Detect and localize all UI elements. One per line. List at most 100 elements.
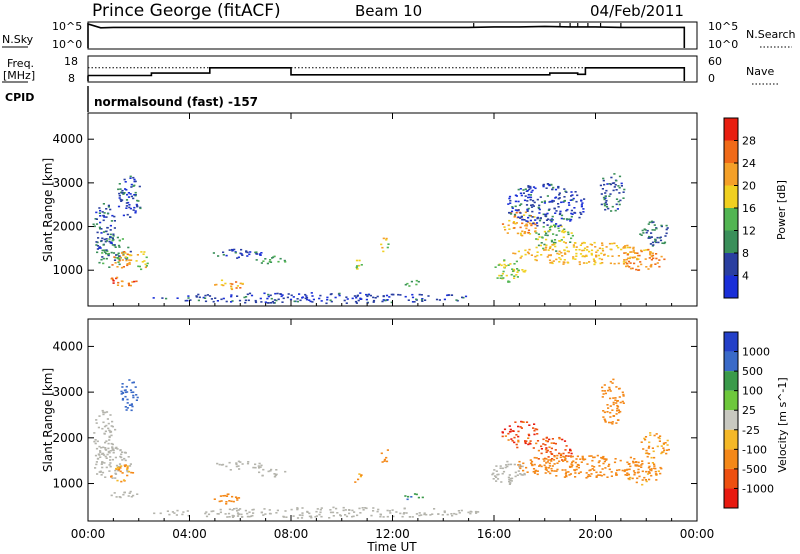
heatmap-cell: [645, 231, 648, 234]
heatmap-cell: [102, 454, 106, 456]
heatmap-cell: [308, 515, 311, 518]
heatmap-cell: [134, 210, 137, 212]
heatmap-cell: [497, 473, 500, 476]
heatmap-cell: [120, 200, 123, 202]
heatmap-cell: [260, 301, 263, 303]
heatmap-cell: [632, 460, 635, 463]
heatmap-cell: [516, 268, 519, 270]
heatmap-cell: [649, 432, 652, 434]
heatmap-cell: [235, 463, 238, 466]
heatmap-cell: [118, 463, 122, 465]
heatmap-cell: [357, 478, 360, 481]
heatmap-cell: [650, 468, 653, 470]
heatmap-cell: [115, 464, 119, 467]
heatmap-cell: [558, 257, 561, 259]
heatmap-cell: [204, 300, 208, 303]
heatmap-cell: [556, 468, 559, 471]
heatmap-cell: [417, 496, 420, 499]
heatmap-cell: [583, 198, 586, 200]
heatmap-cell: [380, 243, 383, 246]
heatmap-cell: [574, 476, 577, 478]
heatmap-cell: [231, 509, 234, 511]
heatmap-cell: [586, 475, 589, 478]
heatmap-cell: [647, 470, 650, 473]
heatmap-cell: [645, 449, 648, 452]
nsky-series-line: [87, 22, 686, 49]
heatmap-cell: [640, 464, 643, 466]
heatmap-cell: [348, 512, 351, 515]
heatmap-cell: [381, 461, 384, 463]
heatmap-cell: [269, 470, 272, 472]
heatmap-cell: [103, 462, 106, 464]
heatmap-cell: [325, 302, 328, 305]
heatmap-cell: [655, 253, 658, 255]
heatmap-cell: [552, 200, 555, 202]
heatmap-cell: [420, 299, 424, 301]
heatmap-cell: [519, 188, 522, 190]
heatmap-cell: [554, 225, 557, 228]
heatmap-cell: [104, 441, 107, 444]
heatmap-cell: [105, 216, 108, 218]
heatmap-cell: [627, 257, 630, 260]
heatmap-cell: [369, 294, 372, 297]
heatmap-cell: [351, 509, 354, 512]
heatmap-cell: [124, 256, 127, 258]
heatmap-cell: [104, 251, 107, 253]
velocity-colorbar-swatch: [724, 351, 738, 372]
heatmap-cell: [109, 431, 112, 434]
heatmap-cell: [579, 458, 582, 460]
heatmap-cell: [659, 435, 662, 437]
station-title: Prince George (fitACF): [92, 1, 281, 21]
heatmap-cell: [657, 436, 660, 439]
time-axis-labels: 00:00 04:00 08:00 12:00 16:00 20:00 00:00: [71, 527, 715, 541]
heatmap-cell: [126, 398, 129, 401]
heatmap-cell: [345, 296, 348, 298]
heatmap-cell: [552, 233, 555, 235]
heatmap-cell: [554, 224, 557, 227]
heatmap-cell: [608, 463, 611, 466]
heatmap-cell: [225, 495, 229, 497]
heatmap-cell: [217, 255, 220, 257]
heatmap-cell: [597, 461, 600, 464]
heatmap-cell: [93, 225, 96, 228]
heatmap-cell: [612, 401, 615, 404]
heatmap-cell: [299, 299, 302, 302]
heatmap-cell: [267, 470, 270, 473]
heatmap-cell: [643, 249, 646, 252]
heatmap-cell: [113, 256, 116, 258]
heatmap-cell: [583, 242, 586, 244]
heatmap-cell: [551, 201, 554, 203]
heatmap-cell: [215, 283, 218, 286]
heatmap-cell: [134, 191, 137, 194]
heatmap-cell: [99, 209, 102, 212]
heatmap-cell: [105, 240, 108, 242]
heatmap-cell: [441, 514, 444, 516]
heatmap-cell: [614, 397, 617, 399]
heatmap-cell: [566, 460, 569, 463]
heatmap-cell: [219, 508, 222, 511]
heatmap-cell: [531, 216, 534, 218]
heatmap-cell: [542, 247, 545, 250]
heatmap-cell: [578, 248, 581, 251]
heatmap-cell: [361, 507, 364, 509]
heatmap-cell: [121, 451, 124, 453]
heatmap-cell: [446, 294, 449, 297]
heatmap-cell: [234, 251, 237, 254]
heatmap-cell: [547, 470, 550, 473]
heatmap-cell: [538, 204, 541, 207]
heatmap-cell: [579, 471, 582, 473]
heatmap-cell: [603, 390, 606, 392]
heatmap-cell: [559, 212, 562, 215]
heatmap-cell: [262, 514, 265, 516]
heatmap-cell: [504, 228, 507, 231]
y-tick-label: 1000: [52, 477, 83, 491]
heatmap-cell: [588, 455, 591, 457]
heatmap-cell: [413, 301, 416, 303]
heatmap-cell: [281, 294, 284, 296]
heatmap-cell: [121, 399, 124, 401]
heatmap-cell: [551, 199, 554, 202]
heatmap-cell: [127, 196, 131, 198]
heatmap-cell: [451, 514, 454, 517]
heatmap-cell: [644, 479, 647, 481]
